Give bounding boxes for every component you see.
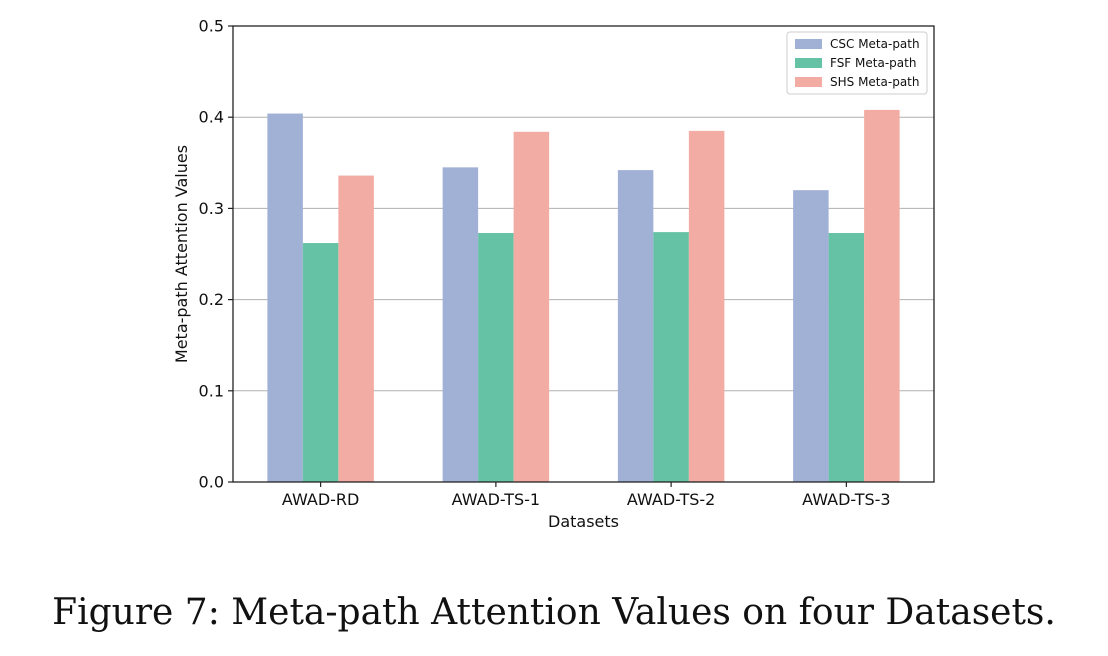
bar [267, 113, 303, 482]
bar [653, 232, 689, 482]
legend-entry: FSF Meta-path [830, 56, 916, 70]
x-tick-label: AWAD-TS-3 [802, 490, 890, 509]
y-tick-label: 0.3 [199, 199, 224, 218]
legend: CSC Meta-path FSF Meta-path SHS Meta-path [786, 31, 928, 95]
bar-chart: 0.00.10.20.30.40.5 AWAD-RD AWAD-TS-1 AWAD-… [172, 17, 935, 531]
bar [513, 131, 550, 483]
x-tick-label: AWAD-RD [282, 490, 360, 509]
y-tick-label: 0.4 [199, 108, 224, 127]
legend-entry: SHS Meta-path [830, 75, 919, 89]
y-tick-label: 0.2 [199, 290, 224, 309]
bars [267, 109, 900, 483]
y-tick-label: 0.0 [199, 473, 224, 492]
bar [688, 130, 725, 482]
bar [864, 109, 900, 483]
bar [617, 170, 654, 482]
legend-swatch [795, 77, 822, 87]
y-axis: 0.0 0.1 0.2 0.3 0.4 0.5 [199, 17, 233, 492]
x-axis: AWAD-RD AWAD-TS-1 AWAD-TS-2 AWAD-TS-3 [282, 482, 891, 509]
x-axis-label: Datasets [548, 512, 619, 531]
bar [793, 190, 829, 482]
bar [302, 243, 339, 482]
figure-caption: Figure 7: Meta-path Attention Values on … [52, 592, 1056, 633]
legend-entry: CSC Meta-path [830, 37, 920, 51]
y-tick-label: 0.5 [199, 17, 224, 36]
bar [442, 167, 479, 483]
bar [828, 233, 865, 482]
x-tick-label: AWAD-TS-2 [627, 490, 715, 509]
y-axis-label: Meta-path Attention Values [172, 145, 191, 363]
bar [478, 233, 514, 482]
legend-swatch [795, 39, 822, 49]
bar [338, 175, 374, 482]
y-tick-label: 0.1 [199, 381, 224, 400]
plot-frame [232, 25, 935, 483]
x-tick-label: AWAD-TS-1 [452, 490, 540, 509]
legend-swatch [795, 58, 822, 68]
